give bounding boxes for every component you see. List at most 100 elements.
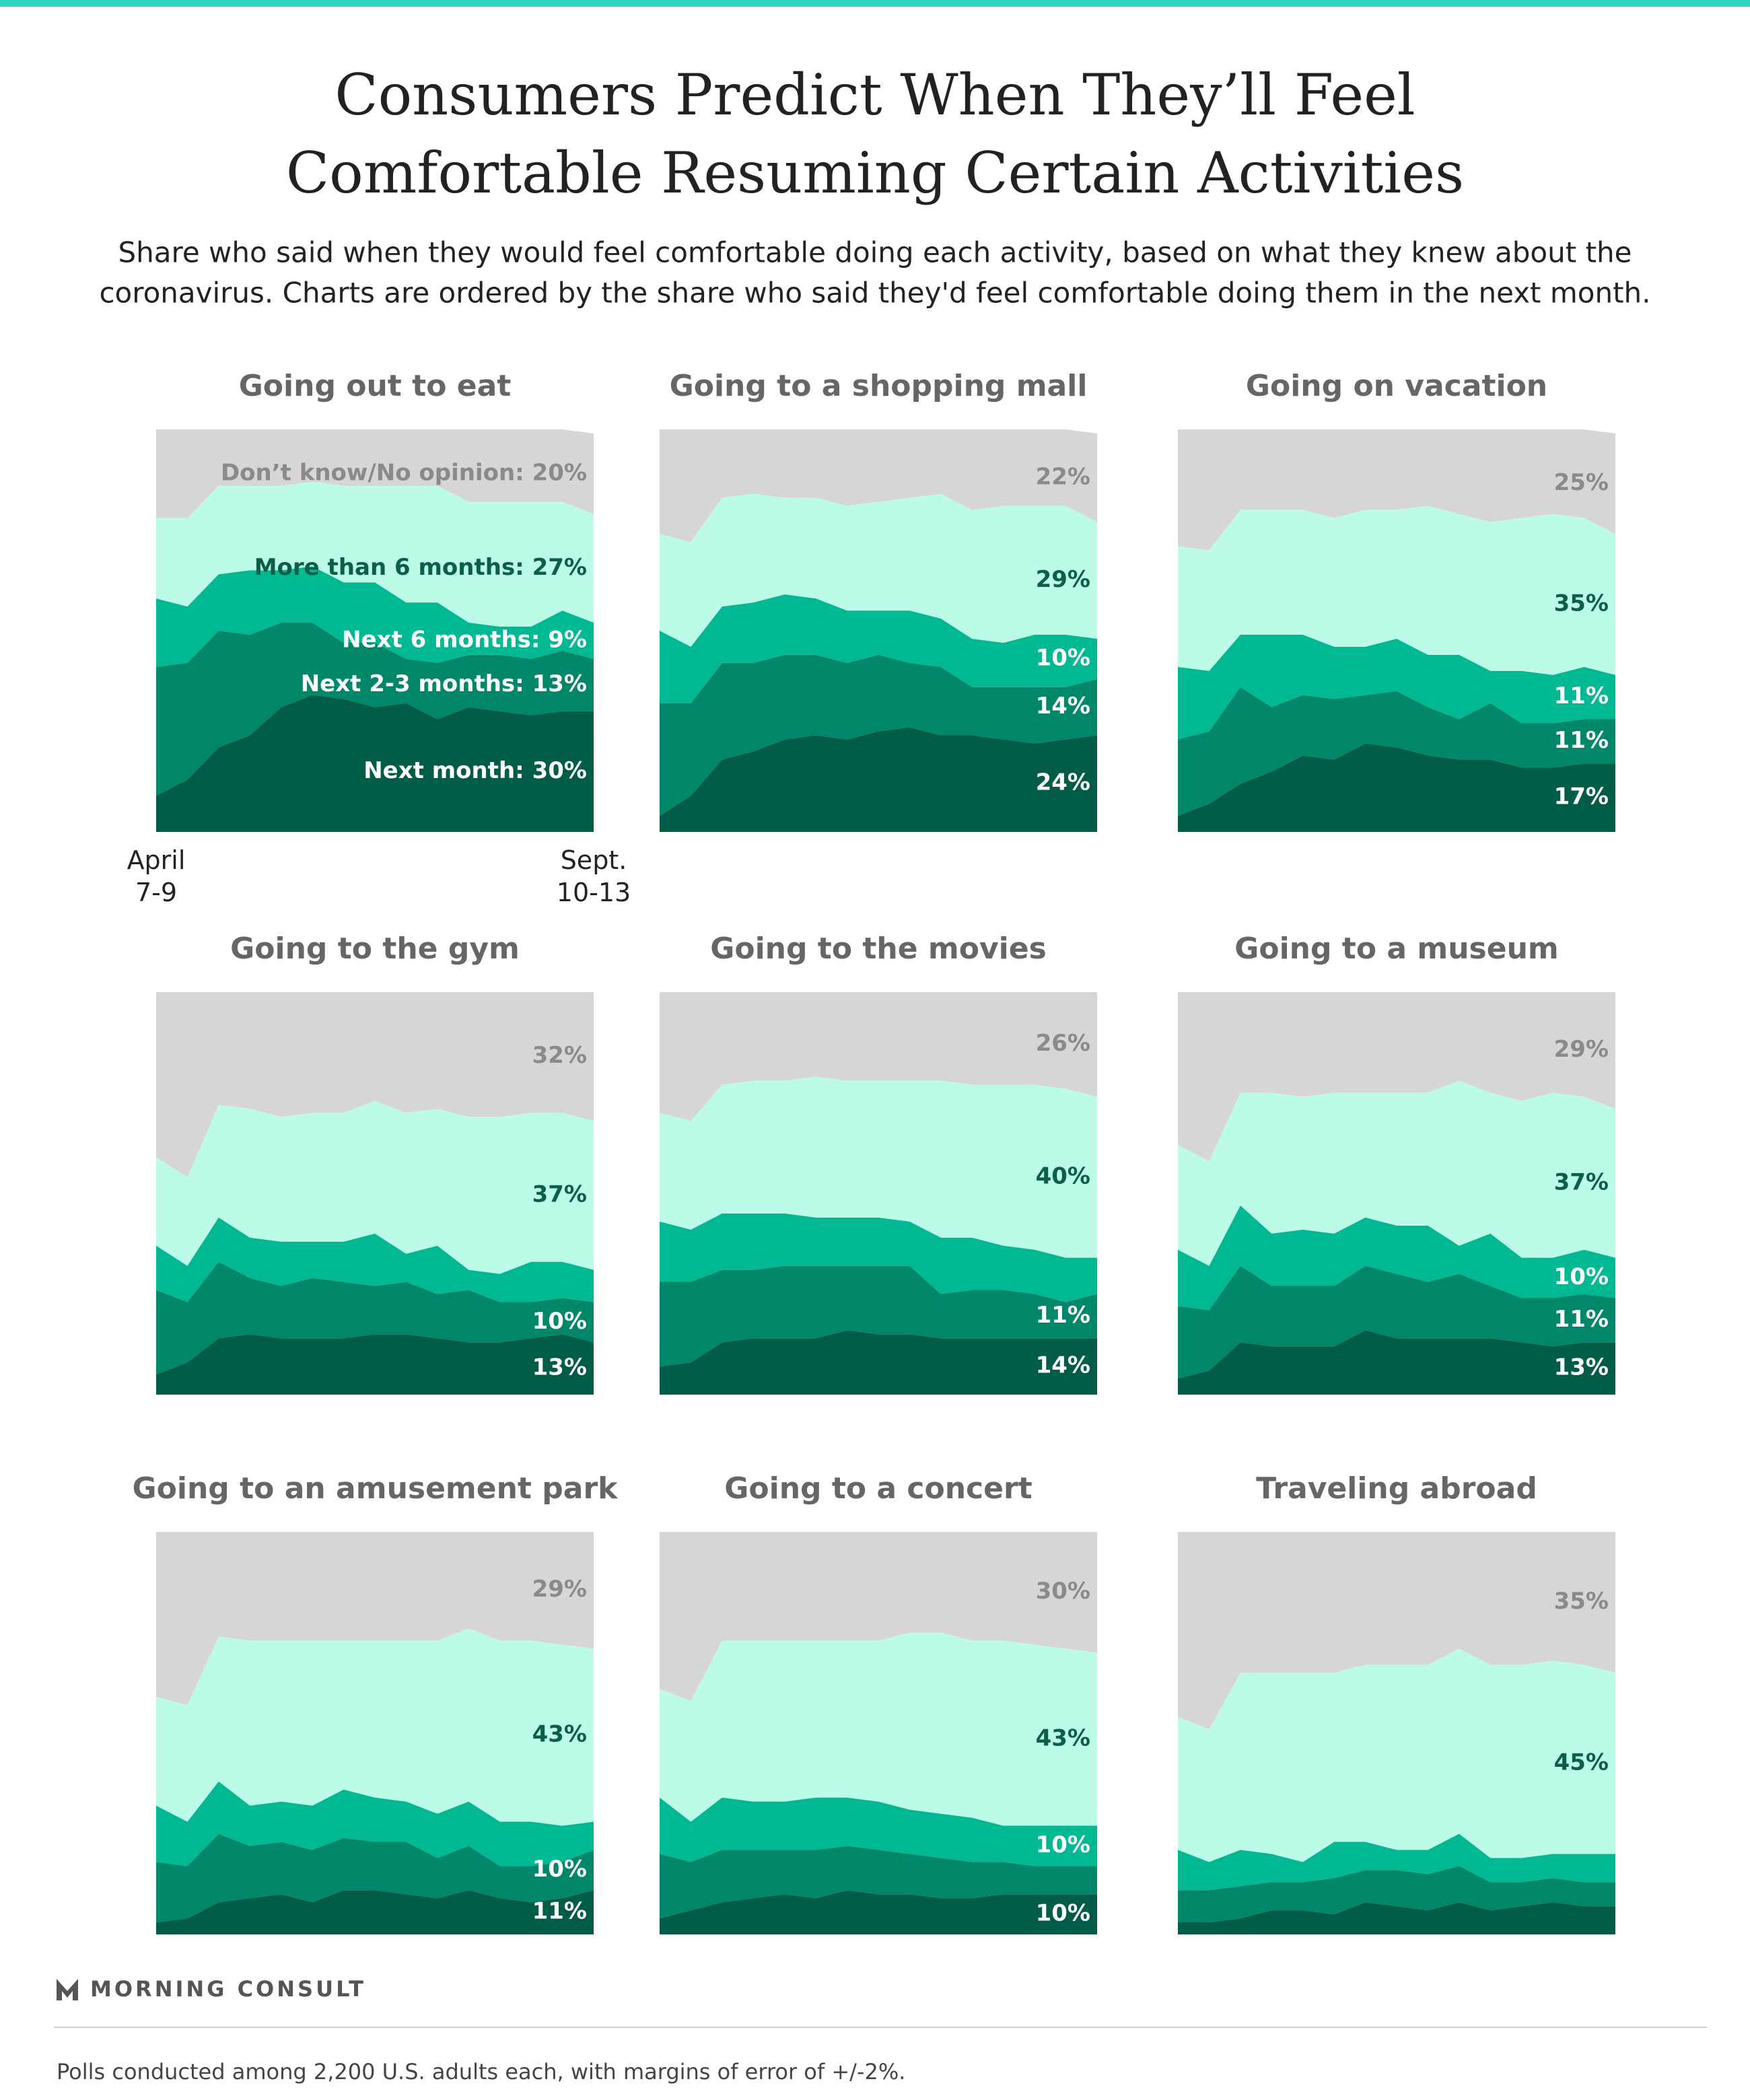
area xyxy=(660,1330,1097,1395)
area xyxy=(660,1797,1097,1866)
value-label: 13% xyxy=(1554,1354,1609,1381)
value-label: 14% xyxy=(1036,693,1090,720)
area xyxy=(156,1890,594,1934)
footnote: Polls conducted among 2,200 U.S. adults … xyxy=(57,2059,905,2085)
value-label: 29% xyxy=(1554,1036,1609,1063)
plot xyxy=(1178,429,1615,832)
value-label: 10% xyxy=(532,1308,587,1335)
chart-title: Going to the movies xyxy=(710,932,1047,966)
plot xyxy=(660,1532,1097,1934)
area xyxy=(660,992,1097,1121)
value-label: 29% xyxy=(532,1576,587,1603)
label-line: 10-13 xyxy=(557,878,631,907)
area xyxy=(1178,1205,1615,1310)
plot xyxy=(660,992,1097,1395)
value-label: 11% xyxy=(532,1898,587,1925)
value-label: Next 6 months: 9% xyxy=(342,626,587,653)
plot xyxy=(156,992,594,1395)
area xyxy=(1178,505,1615,675)
title-line: Consumers Predict When They’ll Feel xyxy=(335,62,1415,128)
subtitle-line: Share who said when they would feel comf… xyxy=(118,236,1632,269)
chart-title: Going on vacation xyxy=(1246,369,1547,403)
area xyxy=(660,429,1097,542)
value-label: 10% xyxy=(1036,1900,1090,1927)
value-label: 11% xyxy=(1036,1302,1090,1329)
value-label: 29% xyxy=(1036,566,1090,593)
area xyxy=(660,727,1097,832)
value-label: 17% xyxy=(1554,783,1609,810)
area xyxy=(156,623,594,796)
area xyxy=(156,1833,594,1923)
chart-title: Traveling abroad xyxy=(1256,1471,1537,1506)
area xyxy=(156,695,594,832)
area xyxy=(156,1217,594,1302)
area xyxy=(1178,1648,1615,1862)
area xyxy=(1178,1265,1615,1379)
label-line: Sept. xyxy=(561,845,627,875)
value-label: 25% xyxy=(1554,469,1609,496)
value-label: 30% xyxy=(1036,1578,1090,1605)
area xyxy=(156,992,594,1178)
area xyxy=(660,1076,1097,1258)
value-label: More than 6 months: 27% xyxy=(254,554,587,581)
value-label: 35% xyxy=(1554,1588,1609,1615)
area xyxy=(156,1334,594,1395)
area xyxy=(660,594,1097,703)
title-line: Comfortable Resuming Certain Activities xyxy=(286,140,1464,206)
area xyxy=(1178,1833,1615,1891)
value-label: 10% xyxy=(532,1856,587,1883)
area xyxy=(156,1261,594,1375)
area xyxy=(156,566,594,667)
plot xyxy=(156,429,594,832)
chart-title: Going to a museum xyxy=(1234,932,1559,966)
area xyxy=(156,1100,594,1274)
area xyxy=(1178,743,1615,832)
value-label: 24% xyxy=(1036,769,1090,796)
area xyxy=(1178,1080,1615,1266)
value-label: 11% xyxy=(1554,727,1609,754)
label-line: April xyxy=(127,845,186,875)
subtitle-line: coronavirus. Charts are ordered by the s… xyxy=(99,277,1650,310)
area xyxy=(1178,1902,1615,1934)
value-label: 14% xyxy=(1036,1352,1090,1379)
area xyxy=(660,1846,1097,1919)
value-label: 37% xyxy=(532,1181,587,1208)
value-label: 37% xyxy=(1554,1169,1609,1196)
value-label: 32% xyxy=(532,1042,587,1069)
value-label: 10% xyxy=(1036,644,1090,671)
x-tick-label: April 7-9 xyxy=(127,845,186,907)
area xyxy=(1178,687,1615,816)
value-label: 35% xyxy=(1554,590,1609,617)
value-label: 43% xyxy=(532,1720,587,1747)
area xyxy=(660,654,1097,816)
logo-icon xyxy=(57,1979,78,2000)
chart-title: Going to a shopping mall xyxy=(670,369,1088,403)
value-label: 43% xyxy=(1036,1724,1090,1751)
area xyxy=(156,1628,594,1826)
plot xyxy=(1178,992,1615,1395)
area xyxy=(660,1532,1097,1702)
area xyxy=(1178,992,1615,1162)
area xyxy=(156,429,594,518)
area xyxy=(156,1781,594,1866)
chart-title: Going to an amusement park xyxy=(133,1471,619,1506)
plot xyxy=(1178,1532,1615,1934)
chart-title: Going to a concert xyxy=(724,1471,1032,1506)
area xyxy=(1178,1866,1615,1923)
value-label: Next 2-3 months: 13% xyxy=(301,670,587,697)
value-label: 22% xyxy=(1036,463,1090,490)
x-tick-label: Sept. 10-13 xyxy=(557,845,631,907)
value-label: Next month: 30% xyxy=(363,757,587,784)
value-label: 26% xyxy=(1036,1030,1090,1057)
value-label: 13% xyxy=(532,1354,587,1381)
value-label: 40% xyxy=(1036,1163,1090,1190)
area xyxy=(156,481,594,627)
top-bar xyxy=(0,0,1750,7)
area xyxy=(1178,1532,1615,1730)
value-label: 45% xyxy=(1554,1749,1609,1776)
chart-title: Going out to eat xyxy=(239,369,512,403)
area xyxy=(660,1890,1097,1934)
label-line: 7-9 xyxy=(135,878,177,907)
value-label: 11% xyxy=(1554,1306,1609,1333)
